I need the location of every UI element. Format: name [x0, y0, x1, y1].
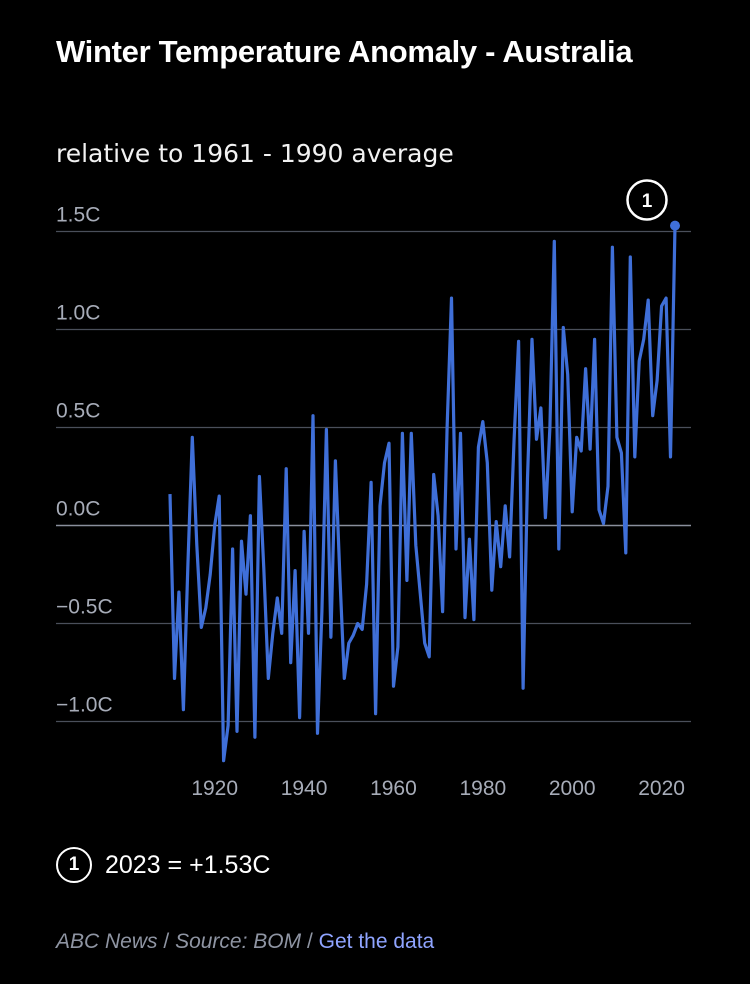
footer: ABC News / Source: BOM / Get the data	[56, 930, 434, 954]
annotation-text: 2023 = +1.53C	[105, 850, 271, 879]
x-tick-label: 1960	[370, 777, 417, 800]
annotation: 1 2023 = +1.53C	[56, 844, 270, 886]
y-tick-label: −1.0C	[56, 694, 113, 717]
y-tick-label: 0.0C	[56, 498, 100, 521]
chart-subtitle: relative to 1961 - 1990 average	[56, 139, 454, 168]
footer-separator: /	[163, 930, 170, 953]
y-tick-label: 0.5C	[56, 400, 100, 423]
series-line-winter-anomaly	[168, 225, 677, 763]
get-data-link[interactable]: Get the data	[318, 930, 435, 953]
footer-publisher: ABC News	[56, 930, 158, 953]
annotation-marker-label: 1	[642, 191, 653, 212]
highlight-point	[670, 220, 680, 231]
x-tick-label: 2000	[549, 777, 596, 800]
highlight-layer: 1	[626, 179, 680, 231]
gridlines	[56, 230, 691, 723]
y-axis-ticks: 1.5C 1.0C 0.5C 0.0C −0.5C −1.0C	[56, 204, 113, 717]
x-tick-label: 2020	[638, 777, 685, 800]
y-tick-label: 1.5C	[56, 204, 100, 227]
y-tick-label: −0.5C	[56, 596, 113, 619]
y-tick-label: 1.0C	[56, 302, 100, 325]
x-tick-label: 1940	[281, 777, 328, 800]
line-chart: 1.5C1.0C0.5C0.0C−0.5C−1.0C 1920 1940 1960 1…	[56, 179, 691, 800]
x-tick-label: 1980	[459, 777, 506, 800]
chart-title: Winter Temperature Anomaly - Australia	[56, 34, 633, 69]
footer-separator: /	[306, 930, 313, 953]
annotation-marker-circle	[626, 179, 668, 221]
x-axis-ticks: 1920 1940 1960 1980 2000 2020	[191, 777, 685, 800]
x-tick-label: 1920	[191, 777, 238, 800]
annotation-marker: 1	[56, 847, 92, 883]
footer-source: Source: BOM	[175, 930, 302, 953]
